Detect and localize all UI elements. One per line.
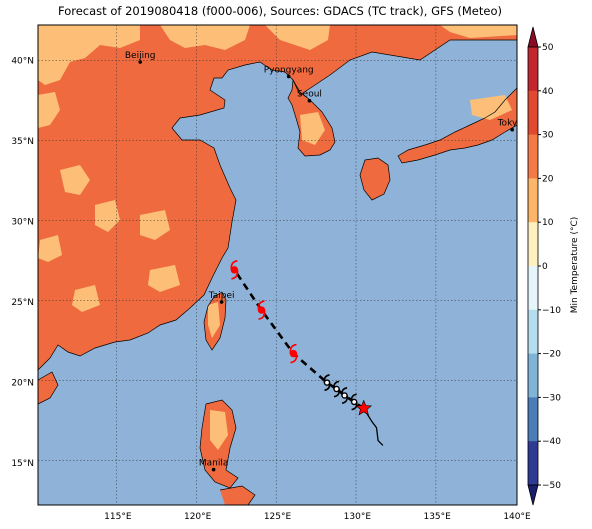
city-label: Taipei [208, 291, 235, 301]
map-frame [37, 24, 518, 506]
city-label: Beijing [125, 51, 156, 61]
city-marker [219, 300, 224, 304]
lat-label: 35°N [11, 137, 34, 147]
typhoon-icon [333, 380, 341, 398]
colorbar-segment [528, 47, 538, 92]
cities-layer: Beijing Pyongyang Seoul Tokyo Taipei Manila [125, 51, 524, 472]
typhoon-icon [323, 374, 331, 392]
lon-label: 140°E [503, 512, 531, 522]
colorbar: 50 40 30 20 10 0 −10 −20 −30 −40 −50 [527, 26, 561, 506]
colorbar-tick-label: −10 [542, 306, 561, 316]
colorbar-tick-label: −20 [542, 350, 561, 360]
typhoon-icon [341, 387, 349, 404]
philippine-islands [220, 486, 255, 505]
city-label: Pyongyang [264, 66, 314, 76]
colorbar-tick-label: 20 [542, 174, 554, 184]
colorbar-segment [528, 134, 538, 179]
lon-label: 130°E [344, 512, 372, 522]
city-marker [510, 127, 515, 132]
lat-label: 25°N [11, 298, 34, 308]
coastlines [38, 39, 517, 505]
lon-label: 115°E [104, 512, 132, 522]
graticule [38, 25, 517, 505]
longitude-labels: 115°E 120°E 125°E 130°E 135°E 140°E [104, 512, 531, 522]
colorbar-tick-label: −30 [542, 393, 561, 403]
colorbar-extend-min [527, 484, 539, 506]
colorbar-segment [528, 309, 538, 355]
typhoon-icon [230, 260, 239, 280]
city-label: Tokyo [497, 119, 524, 129]
lat-label: 15°N [11, 459, 34, 469]
storm-symbols [230, 260, 358, 411]
hainan-island [38, 372, 58, 404]
current-position-star-icon [355, 399, 373, 416]
colorbar-tick-label: 50 [542, 43, 554, 53]
latitude-labels: 15°N 20°N 25°N 30°N 35°N 40°N [11, 56, 34, 469]
lon-label: 125°E [264, 512, 292, 522]
mild-temperature-zones [38, 25, 517, 450]
colorbar-segment [528, 397, 538, 442]
past-track [363, 408, 384, 446]
colorbar-segment [528, 178, 538, 223]
city-marker [286, 74, 291, 79]
typhoon-icon [257, 300, 266, 320]
colorbar-tick-label: 0 [542, 262, 548, 272]
colorbar-tick-label: −50 [542, 481, 561, 491]
typhoon-icon [350, 393, 358, 411]
kyushu-island [360, 158, 390, 200]
lat-label: 20°N [11, 379, 34, 389]
colorbar-tick-label: 10 [542, 218, 554, 228]
lon-label: 135°E [423, 512, 451, 522]
colorbar-tick-label: −40 [542, 437, 561, 447]
colorbar-tick-label: 40 [542, 87, 554, 97]
city-label: Manila [199, 459, 229, 469]
colorbar-label: Min Temperature (°C) [570, 217, 580, 314]
colorbar-extend-max [527, 26, 539, 48]
lat-label: 30°N [11, 218, 34, 228]
colorbar-tick-label: 30 [542, 131, 554, 141]
city-label: Seoul [297, 90, 322, 100]
city-marker [138, 60, 142, 64]
lat-label: 40°N [11, 56, 34, 66]
colorbar-segment [528, 353, 538, 398]
colorbar-segment [528, 222, 538, 267]
typhoon-icon [289, 343, 298, 364]
city-marker [307, 98, 312, 103]
lon-label: 120°E [184, 512, 212, 522]
colorbar-segment [528, 266, 538, 311]
city-marker [211, 467, 216, 472]
colorbar-segment [528, 90, 538, 136]
map-area: Beijing Pyongyang Seoul Tokyo Taipei Manila [38, 25, 524, 505]
map-title: Forecast of 2019080418 (f000-006), Sourc… [58, 4, 502, 18]
colorbar-segment [528, 441, 538, 486]
